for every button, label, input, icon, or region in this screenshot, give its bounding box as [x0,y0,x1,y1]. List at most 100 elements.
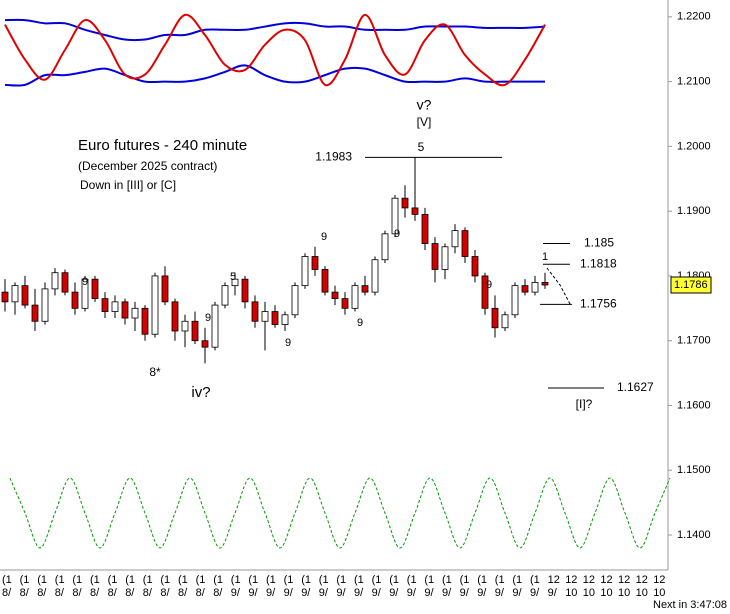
x-tick-label: (1 [55,574,65,586]
x-tick-label: 9/ [372,587,382,599]
x-tick-label: (1 [530,574,540,586]
candle-body [131,307,139,319]
candle-body [171,301,179,332]
candle-body [501,314,509,329]
x-tick-label: 9/ [548,587,558,599]
candle-body [531,282,539,293]
x-tick-label: (1 [495,574,505,586]
x-tick-label: 8/ [72,587,82,599]
candle-body [1,291,9,303]
x-tick-label: 9/ [530,587,540,599]
candle-body [31,304,39,322]
candle-body [211,304,219,348]
x-tick-label: 8/ [90,587,100,599]
x-tick-label: 10 [653,587,665,599]
x-tick-label: 9/ [460,587,470,599]
candle-body [71,291,79,309]
x-tick-label: 8/ [160,587,170,599]
wave-label: 5 [418,140,425,154]
y-tick-label: 1.2200 [677,11,711,23]
y-tick-label: 1.2000 [677,140,711,152]
candle-body [481,275,489,309]
wave-label: iv? [191,384,210,401]
x-tick-label: (1 [354,574,364,586]
candle-body [471,256,479,277]
candle-body [411,207,419,215]
candle-body [371,259,379,293]
candle-body [61,272,69,293]
candle-body [381,233,389,261]
x-tick-label: 8/ [213,587,223,599]
x-tick-label: 9/ [477,587,487,599]
candle-body [151,275,159,335]
x-tick-label: 9/ [319,587,329,599]
wave-label: 8* [149,365,161,379]
x-tick-label: 8/ [37,587,47,599]
next-bar-timer: Next in 3:47:08 [653,599,727,611]
candle-body [301,256,309,287]
candle-body [311,256,319,270]
oscillator [4,13,546,87]
x-tick-label: (1 [407,574,417,586]
y-tick-label: 1.1600 [677,399,711,411]
x-tick-label: 12 [548,574,560,586]
candle-body [541,282,549,286]
candle-body [321,269,329,293]
x-tick-label: 9/ [231,587,241,599]
x-tick-label: 8/ [55,587,65,599]
x-tick-label: 8/ [2,587,12,599]
candle-body [21,285,29,306]
candle-body [191,320,199,342]
candle-body [341,298,349,309]
wave-label: 5 [230,271,236,283]
wave-label: v? [417,97,432,113]
x-tick-label: (1 [37,574,47,586]
candle-body [251,301,259,322]
x-tick-label: (1 [213,574,223,586]
wave-label: 9 [205,312,211,324]
x-tick-label: 9/ [512,587,522,599]
x-tick-label: 12 [618,574,630,586]
x-tick-label: (1 [90,574,100,586]
x-tick-label: (1 [231,574,241,586]
candle-body [491,307,499,329]
x-tick-label: 9/ [495,587,505,599]
x-tick-label: (1 [178,574,188,586]
candle-body [401,197,409,209]
x-tick-label: (1 [196,574,206,586]
x-tick-label: 10 [583,587,595,599]
candle-body [231,278,239,287]
x-tick-label: 9/ [301,587,311,599]
y-tick-label: 1.2100 [677,76,711,88]
x-tick-label: 8/ [125,587,135,599]
x-tick-label: 9/ [354,587,364,599]
y-tick-label: 1.1500 [677,464,711,476]
x-tick-label: (1 [512,574,522,586]
x-tick-label: 8/ [178,587,188,599]
x-tick-label: 8/ [20,587,30,599]
chart-note: Down in [III] or [C] [80,178,176,192]
x-tick-label: 12 [636,574,648,586]
x-tick-label: 10 [636,587,648,599]
x-tick-label: (1 [266,574,276,586]
x-tick-label: 9/ [248,587,258,599]
candle-body [461,230,469,257]
last-price-label: 1.1786 [674,279,708,291]
x-tick-label: (1 [72,574,82,586]
x-tick-label: (1 [284,574,294,586]
chart-subtitle: (December 2025 contract) [78,159,217,173]
candle-body [41,288,49,322]
level-label: 1.1627 [617,380,654,394]
x-tick-label: 12 [653,574,665,586]
wave-label: [I]? [576,397,593,411]
x-tick-label: (1 [143,574,153,586]
candle-body [261,311,269,322]
candle-body [521,285,529,293]
wave-label: 9 [321,231,327,243]
x-tick-label: 9/ [389,587,399,599]
x-tick-label: (1 [389,574,399,586]
wave-label: 9 [486,279,492,291]
x-tick-label: 9/ [407,587,417,599]
candle-body [511,285,519,316]
